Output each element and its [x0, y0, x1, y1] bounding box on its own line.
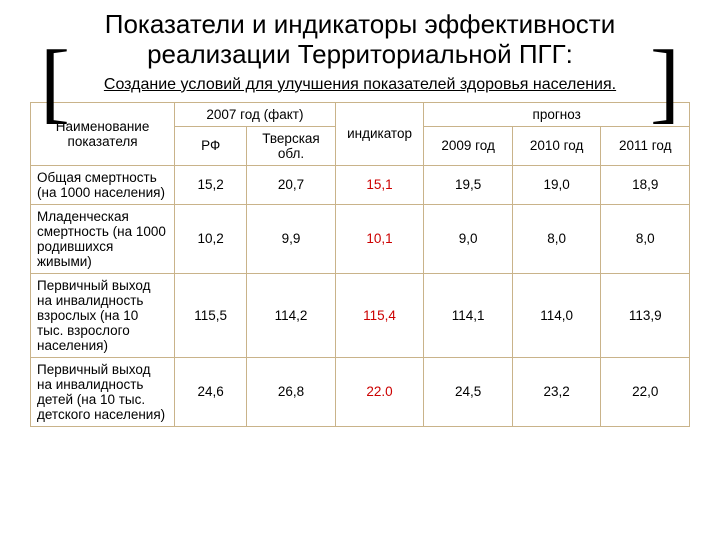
title-block: [ ] Показатели и индикаторы эффективност…: [30, 10, 690, 70]
slide-title: Показатели и индикаторы эффективности ре…: [30, 10, 690, 70]
cell-indicator: 10,1: [335, 204, 424, 273]
cell-value: 24,5: [424, 357, 513, 426]
header-2011: 2011 год: [601, 126, 690, 165]
cell-value: 18,9: [601, 165, 690, 204]
cell-value: 9,9: [247, 204, 336, 273]
row-label: Младенческая смертность (на 1000 родивши…: [31, 204, 175, 273]
cell-indicator: 22.0: [335, 357, 424, 426]
cell-value: 19,5: [424, 165, 513, 204]
cell-value: 113,9: [601, 273, 690, 357]
cell-value: 26,8: [247, 357, 336, 426]
data-table: Наименование показателя 2007 год (факт) …: [30, 102, 690, 427]
header-2009: 2009 год: [424, 126, 513, 165]
cell-value: 114,1: [424, 273, 513, 357]
cell-value: 23,2: [512, 357, 601, 426]
bracket-right-icon: ]: [650, 38, 680, 128]
cell-indicator: 115,4: [335, 273, 424, 357]
cell-indicator: 15,1: [335, 165, 424, 204]
header-tver: Тверская обл.: [247, 126, 336, 165]
table-row: Общая смертность (на 1000 населения) 15,…: [31, 165, 690, 204]
header-indicator: индикатор: [335, 102, 424, 165]
cell-value: 22,0: [601, 357, 690, 426]
cell-value: 115,5: [175, 273, 247, 357]
row-label: Общая смертность (на 1000 населения): [31, 165, 175, 204]
cell-value: 20,7: [247, 165, 336, 204]
cell-value: 114,2: [247, 273, 336, 357]
table-row: Первичный выход на инвалидность взрослых…: [31, 273, 690, 357]
table-row: Младенческая смертность (на 1000 родивши…: [31, 204, 690, 273]
cell-value: 24,6: [175, 357, 247, 426]
cell-value: 8,0: [512, 204, 601, 273]
header-rf: РФ: [175, 126, 247, 165]
cell-value: 9,0: [424, 204, 513, 273]
cell-value: 8,0: [601, 204, 690, 273]
cell-value: 19,0: [512, 165, 601, 204]
header-2010: 2010 год: [512, 126, 601, 165]
cell-value: 114,0: [512, 273, 601, 357]
row-label: Первичный выход на инвалидность взрослых…: [31, 273, 175, 357]
table-row: Первичный выход на инвалидность детей (н…: [31, 357, 690, 426]
slide-subtitle: Создание условий для улучшения показател…: [30, 76, 690, 94]
cell-value: 10,2: [175, 204, 247, 273]
bracket-left-icon: [: [40, 38, 70, 128]
slide-container: [ ] Показатели и индикаторы эффективност…: [0, 0, 720, 540]
cell-value: 15,2: [175, 165, 247, 204]
header-fact: 2007 год (факт): [175, 102, 336, 126]
row-label: Первичный выход на инвалидность детей (н…: [31, 357, 175, 426]
